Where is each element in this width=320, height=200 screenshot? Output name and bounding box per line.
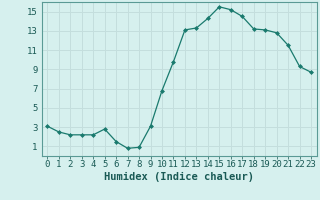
X-axis label: Humidex (Indice chaleur): Humidex (Indice chaleur) (104, 172, 254, 182)
